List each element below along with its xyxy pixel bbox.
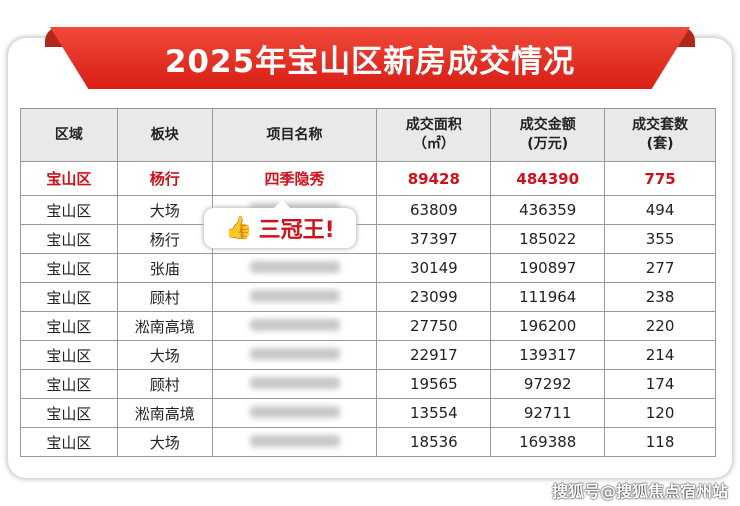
blurred-project-name: [249, 290, 340, 302]
column-header: 成交金额 (万元): [490, 108, 606, 162]
table-cell: 196200: [490, 311, 606, 341]
table-cell: 宝山区: [20, 224, 118, 254]
table-cell: 97292: [490, 369, 606, 399]
table-cell: 139317: [490, 340, 606, 370]
table-cell: 淞南高境: [116, 398, 213, 428]
table-cell: 18536: [376, 427, 492, 457]
table-cell: 118: [604, 427, 716, 457]
table-cell: 四季隐秀: [211, 161, 378, 196]
table-cell: 214: [604, 340, 716, 370]
table-cell: 宝山区: [20, 369, 118, 399]
table-cell: 174: [604, 369, 716, 399]
table-cell: 484390: [490, 161, 606, 196]
table-cell: [211, 253, 378, 283]
thumbs-up-icon: 👍: [225, 215, 253, 241]
table-cell: 张庙: [116, 253, 213, 283]
blurred-project-name: [249, 319, 340, 331]
blurred-project-name: [249, 406, 340, 418]
table-cell: 顾村: [116, 369, 213, 399]
table-cell: 120: [604, 398, 716, 428]
table-cell: 13554: [376, 398, 492, 428]
table-cell: 杨行: [116, 224, 213, 254]
table-cell: [211, 311, 378, 341]
table-cell: 494: [604, 195, 716, 225]
table-row: 宝山区 大场 18536 169388 118: [20, 427, 716, 457]
blurred-project-name: [249, 377, 340, 389]
column-header: 成交套数 (套): [604, 108, 716, 162]
table-row: 宝山区 大场 22917 139317 214: [20, 340, 716, 370]
table-cell: 436359: [490, 195, 606, 225]
table-cell: 23099: [376, 282, 492, 312]
badge-text: 三冠王!: [258, 218, 335, 243]
table-cell: 淞南高境: [116, 311, 213, 341]
table-cell: 89428: [376, 161, 492, 196]
sales-table: 区域 板块 项目名称 成交面积 （㎡） 成交金额 (万元) 成交套数 (套) 宝山区 杨行四…: [20, 108, 716, 457]
table-row: 宝山区 杨行 37397 185022 355: [20, 224, 716, 254]
table-cell: 杨行: [116, 161, 213, 196]
column-header: 板块: [116, 108, 213, 162]
table-cell: 37397: [376, 224, 492, 254]
table-row: 宝山区 张庙 30149 190897 277: [20, 253, 716, 283]
table-cell: 宝山区: [20, 311, 118, 341]
table-cell: 顾村: [116, 282, 213, 312]
watermark: 搜狐号@搜狐焦点宿州站: [551, 482, 728, 501]
table-cell: 277: [604, 253, 716, 283]
column-header: 项目名称: [211, 108, 378, 162]
table-row: 宝山区 顾村 23099 111964 238: [20, 282, 716, 312]
blurred-project-name: [249, 261, 340, 273]
table-cell: 宝山区: [20, 340, 118, 370]
table-row: 宝山区 淞南高境 13554 92711 120: [20, 398, 716, 428]
column-header: 区域: [20, 108, 118, 162]
table-cell: 宝山区: [20, 398, 118, 428]
table-cell: 大场: [116, 340, 213, 370]
table-cell: 宝山区: [20, 282, 118, 312]
blurred-project-name: [249, 435, 340, 447]
table-cell: 大场: [116, 195, 213, 225]
blurred-project-name: [249, 348, 340, 360]
table-cell: 宝山区: [20, 253, 118, 283]
table-cell: 宝山区: [20, 427, 118, 457]
table-cell: 19565: [376, 369, 492, 399]
column-header: 成交面积 （㎡）: [376, 108, 492, 162]
table-cell: 355: [604, 224, 716, 254]
table-cell: 220: [604, 311, 716, 341]
table-cell: 185022: [490, 224, 606, 254]
table-cell: 111964: [490, 282, 606, 312]
champion-badge: 👍 三冠王!: [204, 200, 356, 248]
table-cell: 238: [604, 282, 716, 312]
table-cell: [211, 369, 378, 399]
table-cell: 宝山区: [20, 195, 118, 225]
table-cell: 190897: [490, 253, 606, 283]
title-banner: 2025年宝山区新房成交情况: [50, 27, 690, 89]
table-cell: 大场: [116, 427, 213, 457]
table-row: 宝山区 大场 63809 436359 494: [20, 195, 716, 225]
table-row: 宝山区 杨行 四季隐秀 89428 484390 775: [20, 161, 716, 196]
table-cell: 27750: [376, 311, 492, 341]
table-cell: [211, 427, 378, 457]
table-cell: 169388: [490, 427, 606, 457]
table-cell: 30149: [376, 253, 492, 283]
table-cell: 63809: [376, 195, 492, 225]
table-cell: [211, 282, 378, 312]
table-row: 宝山区 顾村 19565 97292 174: [20, 369, 716, 399]
table-cell: [211, 340, 378, 370]
table-cell: 宝山区: [20, 161, 118, 196]
table-cell: 775: [604, 161, 716, 196]
table-row: 宝山区 淞南高境 27750 196200 220: [20, 311, 716, 341]
table-cell: 22917: [376, 340, 492, 370]
table-cell: [211, 398, 378, 428]
table-cell: 92711: [490, 398, 606, 428]
